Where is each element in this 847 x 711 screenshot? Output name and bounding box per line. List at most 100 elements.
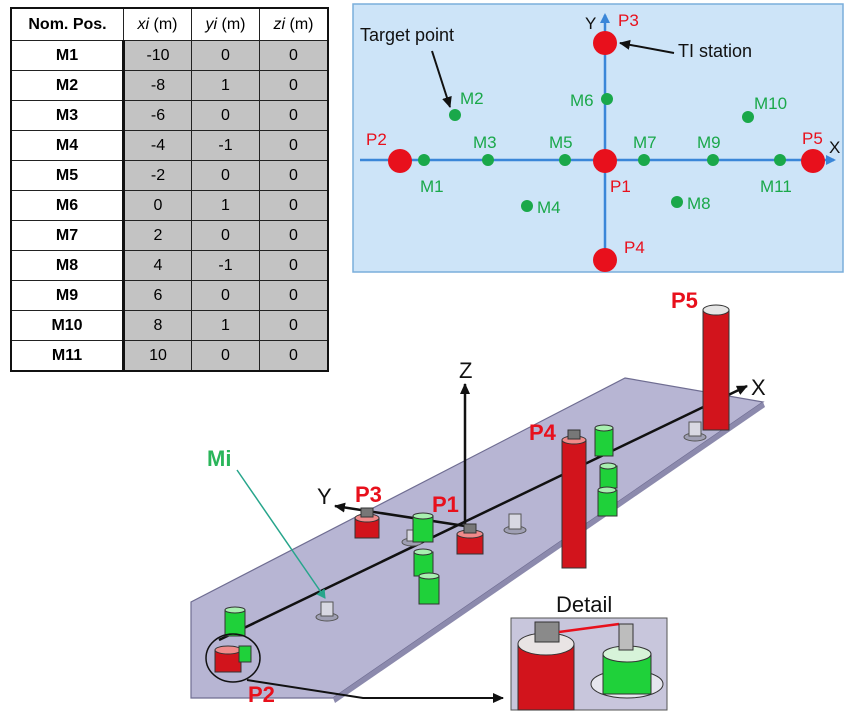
row-z-cell: 0 — [259, 220, 329, 251]
row-name-cell: M7 — [10, 220, 125, 251]
target-m5-dot — [559, 154, 571, 166]
target-m6-dot — [601, 93, 613, 105]
target-cylinder — [418, 575, 440, 605]
row-z-cell: 0 — [259, 310, 329, 341]
table-row: M5 -2 0 0 — [10, 160, 329, 191]
plan-view-diagram: X Y Target point TI station P1 P2 P3 P4 … — [352, 3, 844, 273]
iso-y-axis-label: Y — [317, 484, 332, 509]
target-cylinder — [597, 489, 618, 517]
iso-x-axis-label: X — [751, 375, 766, 400]
station-p5-label: P5 — [671, 288, 698, 313]
row-x-cell: 8 — [123, 310, 192, 341]
target-m2-dot — [449, 109, 461, 121]
plan-y-axis-label: Y — [585, 14, 596, 33]
mi-arrow — [236, 469, 326, 599]
station-p1-label: P1 — [610, 177, 631, 196]
target-cylinder-top — [418, 572, 440, 580]
detail-instrument — [534, 621, 560, 643]
target-base-mount — [688, 421, 702, 437]
row-z-cell: 0 — [259, 280, 329, 311]
detail-arrow — [246, 679, 504, 703]
target-m1-label: M1 — [420, 177, 444, 196]
target-cylinder — [412, 515, 434, 543]
target-m5-label: M5 — [549, 133, 573, 152]
row-x-cell: 0 — [123, 190, 192, 221]
target-cylinder-top — [597, 486, 617, 494]
row-y-cell: 0 — [191, 220, 260, 251]
target-base-mounts — [320, 421, 702, 617]
plan-x-axis-label: X — [829, 138, 840, 157]
target-m11-dot — [774, 154, 786, 166]
target-m1-dot — [418, 154, 430, 166]
header-nom-pos: Nom. Pos. — [10, 7, 124, 41]
target-cylinder — [224, 609, 246, 637]
target-cylinder-top — [413, 548, 433, 556]
row-name-cell: M10 — [10, 310, 125, 341]
header-xi-unit: (m) — [149, 15, 178, 33]
target-point-arrow — [431, 50, 452, 108]
ti-station-label: TI station — [678, 41, 752, 61]
target-cylinder-top — [412, 512, 434, 520]
row-z-cell: 0 — [259, 130, 329, 161]
target-m2-label: M2 — [460, 89, 484, 108]
table-row: M4 -4 -1 0 — [10, 130, 329, 161]
target-m3-label: M3 — [473, 133, 497, 152]
station-p1-head — [463, 523, 477, 534]
target-m4-label: M4 — [537, 198, 561, 217]
table-row: M6 0 1 0 — [10, 190, 329, 221]
row-y-cell: 1 — [191, 310, 260, 341]
row-x-cell: 10 — [123, 340, 192, 372]
station-p3-head — [360, 507, 374, 518]
target-cylinders — [224, 424, 618, 637]
row-y-cell: 0 — [191, 40, 260, 71]
row-name-cell: M3 — [10, 100, 125, 131]
row-y-cell: 0 — [191, 160, 260, 191]
row-name-cell: M1 — [10, 40, 125, 71]
row-y-cell: 0 — [191, 340, 260, 372]
target-m11-label: M11 — [760, 177, 792, 196]
isometric-view-diagram: X Z Y Mi P3 — [190, 288, 766, 711]
detail-inset — [510, 617, 668, 711]
target-m3-dot — [482, 154, 494, 166]
target-base-mount — [508, 513, 522, 530]
row-x-cell: -8 — [123, 70, 192, 101]
iso-z-axis-label: Z — [459, 358, 472, 383]
target-m9-dot — [707, 154, 719, 166]
mi-label: Mi — [207, 446, 231, 471]
header-zi-symbol: zi — [273, 15, 286, 33]
row-name-cell: M5 — [10, 160, 125, 191]
target-base-mount — [320, 601, 334, 617]
station-p5-dot — [801, 149, 825, 173]
target-m8-dot — [671, 196, 683, 208]
table-row: M8 4 -1 0 — [10, 250, 329, 281]
detail-target-mount — [618, 623, 634, 651]
row-y-cell: -1 — [191, 130, 260, 161]
row-name-cell: M11 — [10, 340, 125, 372]
row-z-cell: 0 — [259, 340, 329, 372]
station-p2-label: P2 — [366, 130, 387, 149]
header-xi-symbol: xi — [137, 15, 150, 33]
station-p2-label: P2 — [248, 682, 275, 707]
row-name-cell: M8 — [10, 250, 125, 281]
row-z-cell: 0 — [259, 190, 329, 221]
station-p1-dot — [593, 149, 617, 173]
target-point-label: Target point — [360, 25, 454, 45]
ti-station-arrow — [619, 39, 675, 54]
target-points — [418, 93, 786, 212]
station-p2-target — [238, 645, 252, 663]
station-p5-label: P5 — [802, 129, 823, 148]
row-y-cell: -1 — [191, 250, 260, 281]
row-y-cell: 1 — [191, 70, 260, 101]
table-header-row: Nom. Pos. xi (m) yi (m) zi (m) — [10, 7, 329, 41]
station-p4-column — [561, 439, 587, 569]
table-row: M7 2 0 0 — [10, 220, 329, 251]
row-z-cell: 0 — [259, 160, 329, 191]
header-yi-symbol: yi — [205, 15, 218, 33]
coordinates-table: Nom. Pos. xi (m) yi (m) zi (m) M1 -10 0 0 M… — [10, 7, 329, 372]
table-row: M3 -6 0 0 — [10, 100, 329, 131]
row-x-cell: -4 — [123, 130, 192, 161]
station-p1-label: P1 — [432, 492, 459, 517]
target-m6-label: M6 — [570, 91, 594, 110]
row-name-cell: M2 — [10, 70, 125, 101]
header-nom-pos-label: Nom. Pos. — [28, 15, 107, 33]
